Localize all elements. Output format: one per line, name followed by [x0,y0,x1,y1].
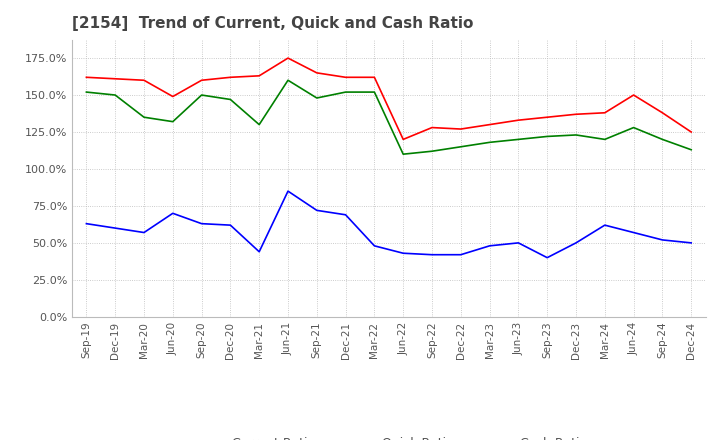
Current Ratio [399,137,408,142]
Current Ratio [370,75,379,80]
Quick Ratio [197,92,206,98]
Cash Ratio [485,243,494,249]
Current Ratio [485,122,494,127]
Current Ratio [168,94,177,99]
Cash Ratio [140,230,148,235]
Current Ratio [514,117,523,123]
Cash Ratio [572,240,580,246]
Line: Quick Ratio: Quick Ratio [86,80,691,154]
Quick Ratio [255,122,264,127]
Cash Ratio [312,208,321,213]
Current Ratio [543,114,552,120]
Cash Ratio [687,240,696,246]
Cash Ratio [82,221,91,226]
Text: [2154]  Trend of Current, Quick and Cash Ratio: [2154] Trend of Current, Quick and Cash … [72,16,473,32]
Quick Ratio [370,89,379,95]
Current Ratio [140,77,148,83]
Current Ratio [111,76,120,81]
Cash Ratio [629,230,638,235]
Current Ratio [687,129,696,135]
Current Ratio [82,75,91,80]
Cash Ratio [284,188,292,194]
Quick Ratio [687,147,696,152]
Legend: Current Ratio, Quick Ratio, Cash Ratio: Current Ratio, Quick Ratio, Cash Ratio [186,432,592,440]
Quick Ratio [168,119,177,124]
Cash Ratio [341,212,350,217]
Line: Current Ratio: Current Ratio [86,58,691,139]
Quick Ratio [399,151,408,157]
Cash Ratio [168,211,177,216]
Quick Ratio [140,114,148,120]
Current Ratio [428,125,436,130]
Quick Ratio [82,89,91,95]
Current Ratio [197,77,206,83]
Quick Ratio [456,144,465,150]
Current Ratio [600,110,609,115]
Cash Ratio [428,252,436,257]
Quick Ratio [543,134,552,139]
Cash Ratio [600,223,609,228]
Current Ratio [226,75,235,80]
Quick Ratio [514,137,523,142]
Cash Ratio [197,221,206,226]
Cash Ratio [399,251,408,256]
Current Ratio [284,55,292,61]
Current Ratio [658,110,667,115]
Current Ratio [312,70,321,76]
Cash Ratio [111,225,120,231]
Cash Ratio [370,243,379,249]
Current Ratio [572,112,580,117]
Current Ratio [341,75,350,80]
Cash Ratio [255,249,264,254]
Cash Ratio [226,223,235,228]
Cash Ratio [658,237,667,242]
Quick Ratio [600,137,609,142]
Cash Ratio [514,240,523,246]
Quick Ratio [284,77,292,83]
Quick Ratio [428,149,436,154]
Quick Ratio [629,125,638,130]
Quick Ratio [111,92,120,98]
Quick Ratio [312,95,321,101]
Quick Ratio [226,97,235,102]
Current Ratio [255,73,264,78]
Cash Ratio [543,255,552,260]
Current Ratio [456,126,465,132]
Quick Ratio [341,89,350,95]
Cash Ratio [456,252,465,257]
Current Ratio [629,92,638,98]
Line: Cash Ratio: Cash Ratio [86,191,691,258]
Quick Ratio [658,137,667,142]
Quick Ratio [572,132,580,138]
Quick Ratio [485,140,494,145]
